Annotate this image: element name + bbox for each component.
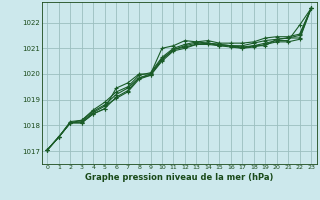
X-axis label: Graphe pression niveau de la mer (hPa): Graphe pression niveau de la mer (hPa) (85, 173, 273, 182)
